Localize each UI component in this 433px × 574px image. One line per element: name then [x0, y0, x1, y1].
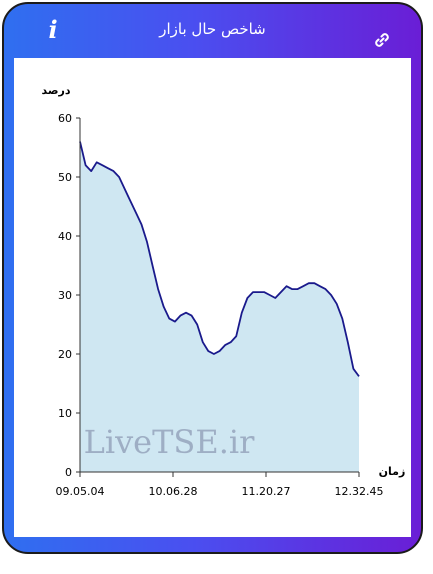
card-title: شاخص حال بازار [159, 20, 266, 38]
y-tick-label: 30 [58, 289, 72, 302]
y-tick-label: 40 [58, 230, 72, 243]
chart-panel: 0 10 20 30 40 50 60 09.05.04 10.06.28 11.20.27 12.… [14, 58, 411, 537]
info-icon[interactable]: i [48, 15, 58, 44]
y-tick-label: 0 [65, 466, 72, 479]
market-index-chart: 0 10 20 30 40 50 60 09.05.04 10.06.28 11.20.27 12.… [42, 84, 406, 498]
y-tick-label: 10 [58, 407, 72, 420]
y-tick-label: 20 [58, 348, 72, 361]
market-index-card: شاخص حال بازار i 0 10 20 30 40 50 60 09.05.04 10… [2, 2, 423, 554]
series-area [80, 141, 359, 472]
x-tick-label: 11.20.27 [242, 485, 291, 498]
x-tick-label: 09.05.04 [56, 485, 105, 498]
watermark: LiveTSE.ir [84, 423, 256, 461]
card-header: شاخص حال بازار i [4, 4, 421, 58]
series-line [79, 141, 360, 377]
link-icon[interactable] [372, 30, 392, 50]
y-tick-label: 60 [58, 112, 72, 125]
y-axis-label: درصد [42, 84, 71, 97]
x-axis-label: زمان [379, 465, 406, 478]
x-tick-label: 12.32.45 [335, 485, 384, 498]
y-tick-label: 50 [58, 171, 72, 184]
x-tick-label: 10.06.28 [149, 485, 198, 498]
